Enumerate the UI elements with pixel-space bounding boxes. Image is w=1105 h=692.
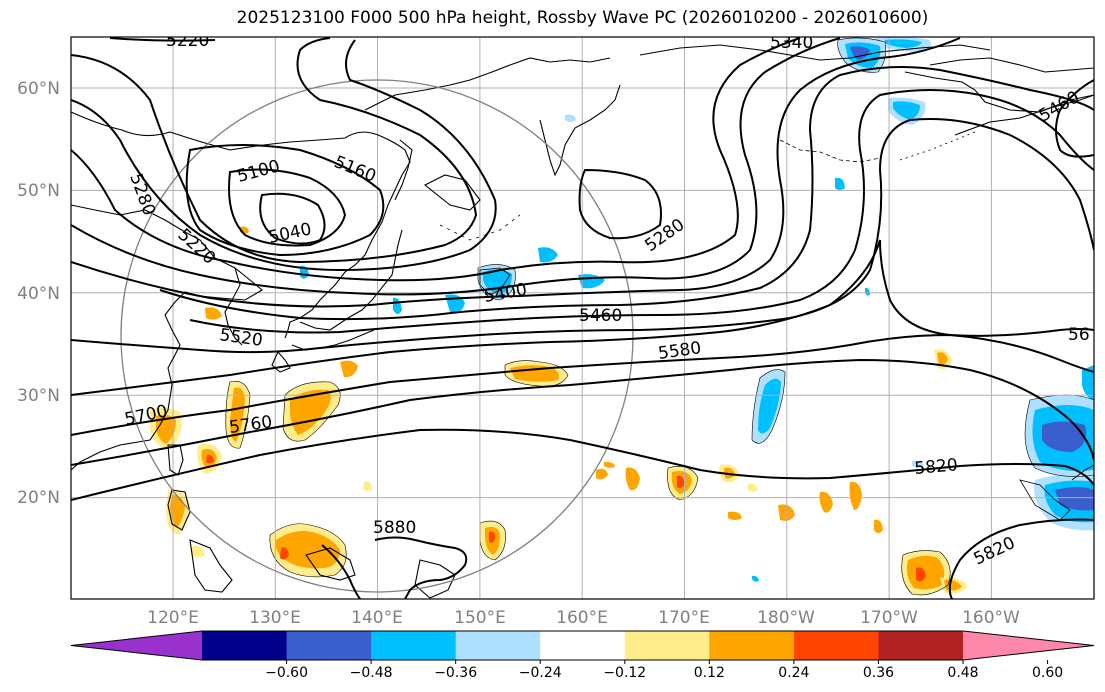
colorbar-segment (709, 631, 795, 660)
anomaly-shading (150, 37, 1094, 596)
map-frame (70, 36, 1095, 600)
colorbar: −0.60 −0.48 −0.36 −0.24 −0.12 0.12 0.24 0.36 0.4… (70, 630, 1095, 681)
contour-label: 5520 (218, 325, 264, 351)
contour-label: 56 (1068, 325, 1090, 345)
colorbar-segment (371, 631, 457, 660)
colorbar-tick-label: 0.48 (947, 665, 978, 681)
colorbar-segment (455, 631, 541, 660)
contour-label: 5280 (641, 215, 688, 256)
lon-label: 150°E (454, 608, 506, 628)
colorbar-segment (540, 631, 626, 660)
negative-anomaly-area (300, 37, 1094, 582)
colorbar-tick-label: −0.24 (519, 665, 562, 681)
colorbar-tick-label: 0.12 (694, 665, 725, 681)
contour-label: 5460 (579, 306, 622, 326)
contour-label: 5340 (770, 33, 813, 53)
colorbar-segment (624, 631, 710, 660)
colorbar-segment (793, 631, 879, 660)
lon-label: 160°W (962, 608, 1020, 628)
contour-label: 5880 (373, 518, 416, 538)
positive-anomaly-area (150, 226, 968, 595)
longitude-labels: 120°E 130°E 140°E 150°E 160°E 170°E 180°… (147, 608, 1020, 628)
contour-label: 5820 (971, 533, 1019, 569)
colorbar-outline (70, 630, 1095, 661)
contour-labels: 5220 5340 5100 5160 5280 5040 5220 5280 … (123, 31, 1090, 570)
contour-label: 5220 (166, 31, 209, 51)
colorbar-extend-high (963, 631, 1094, 660)
height-contours (71, 37, 1094, 599)
latitude-labels: 60°N 50°N 40°N 30°N 20°N (17, 79, 60, 508)
lon-label: 170°E (658, 608, 710, 628)
lon-label: 180°W (757, 608, 815, 628)
colorbar-tick-label: 0.36 (863, 665, 894, 681)
colorbar-tick-label: −0.48 (350, 665, 393, 681)
colorbar-tick-label: 0.60 (1032, 665, 1063, 681)
colorbar-segment (202, 631, 288, 660)
contour-label: 5160 (331, 152, 379, 187)
colorbar-tick-label: 0.24 (778, 665, 809, 681)
lon-label: 120°E (147, 608, 199, 628)
colorbar-segment (286, 631, 372, 660)
lat-label: 50°N (17, 181, 60, 201)
region-circle (120, 79, 634, 593)
colorbar-tick-label: −0.12 (603, 665, 646, 681)
contour-label: 5280 (125, 171, 159, 218)
lon-label: 140°E (351, 608, 403, 628)
lat-label: 60°N (17, 79, 60, 99)
lon-label: 160°E (556, 608, 608, 628)
contour-label: 5820 (914, 455, 959, 479)
lat-label: 30°N (17, 386, 60, 406)
colorbar-tick-label: −0.60 (265, 665, 308, 681)
page-title: 2025123100 F000 500 hPa height, Rossby W… (236, 8, 929, 28)
colorbar-tick-label: −0.36 (434, 665, 477, 681)
lon-label: 130°E (249, 608, 301, 628)
colorbar-segment (878, 631, 964, 660)
lat-label: 20°N (17, 488, 60, 508)
coastlines (71, 44, 1094, 599)
lon-label: 170°W (860, 608, 918, 628)
lat-label: 40°N (17, 284, 60, 304)
colorbar-extend-low (71, 631, 202, 660)
